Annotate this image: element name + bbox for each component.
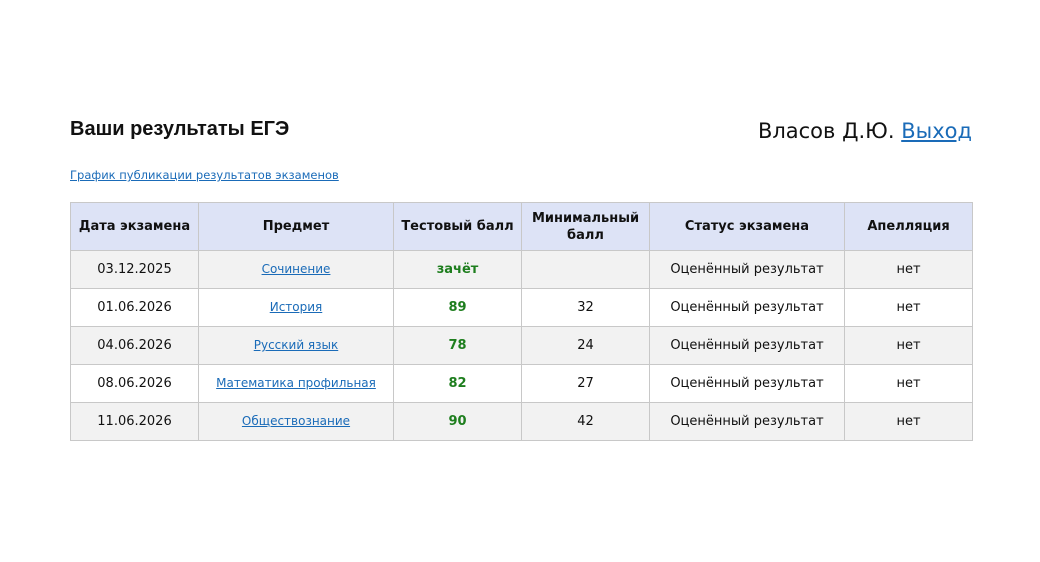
logout-link[interactable]: Выход — [901, 119, 972, 143]
subject-link[interactable]: Математика профильная — [216, 376, 376, 390]
table-cell: Сочинение — [198, 250, 394, 289]
page-title: Ваши результаты ЕГЭ — [70, 118, 290, 140]
table-cell: Русский язык — [198, 326, 394, 365]
column-header: Дата экзамена — [70, 202, 199, 251]
table-cell: 42 — [521, 402, 650, 441]
table-cell: 24 — [521, 326, 650, 365]
table-cell: нет — [844, 326, 973, 365]
table-cell: 89 — [393, 288, 522, 327]
table-cell: 32 — [521, 288, 650, 327]
column-header: Апелляция — [844, 202, 973, 251]
table-body: 03.12.2025 Сочинение зачёт Оценённый резуль… — [70, 250, 973, 441]
table-row: 11.06.2026 Обществознание 90 42 Оценённый ре… — [70, 402, 973, 441]
table-row: 08.06.2026 Математика профильная 82 27 Оценё… — [70, 364, 973, 403]
table-cell: 27 — [521, 364, 650, 403]
table-cell — [521, 250, 650, 289]
table-cell: История — [198, 288, 394, 327]
table-cell: 01.06.2026 — [70, 288, 199, 327]
table-cell: Оценённый результат — [649, 364, 845, 403]
table-cell: 11.06.2026 — [70, 402, 199, 441]
table-row: 01.06.2026 История 89 32 Оценённый результат… — [70, 288, 973, 327]
subject-link[interactable]: Русский язык — [253, 338, 339, 352]
table-cell: Обществознание — [198, 402, 394, 441]
table-cell: 03.12.2025 — [70, 250, 199, 289]
results-table: Дата экзамена Предмет Тестовый балл Минимал… — [70, 202, 973, 441]
table-cell: нет — [844, 402, 973, 441]
table-cell: зачёт — [393, 250, 522, 289]
table-cell: Оценённый результат — [649, 250, 845, 289]
column-header: Тестовый балл — [393, 202, 522, 251]
table-cell: нет — [844, 250, 973, 289]
table-cell: Оценённый результат — [649, 402, 845, 441]
table-cell: нет — [844, 364, 973, 403]
column-header: Минимальный балл — [521, 202, 650, 251]
user-box: Власов Д.Ю. Выход — [758, 119, 972, 143]
table-cell: 82 — [393, 364, 522, 403]
column-header: Предмет — [198, 202, 394, 251]
table-cell: Оценённый результат — [649, 326, 845, 365]
table-cell: 08.06.2026 — [70, 364, 199, 403]
subject-link[interactable]: Обществознание — [241, 414, 351, 428]
column-header: Статус экзамена — [649, 202, 845, 251]
user-name: Власов Д.Ю. — [757, 119, 895, 143]
subject-link[interactable]: Сочинение — [261, 262, 331, 276]
subject-link[interactable]: История — [269, 300, 323, 314]
table-cell: нет — [844, 288, 973, 327]
schedule-link[interactable]: График публикации результатов экзаменов — [70, 168, 339, 182]
table-row: 03.12.2025 Сочинение зачёт Оценённый резуль… — [70, 250, 973, 289]
table-cell: Оценённый результат — [649, 288, 845, 327]
header-row: Дата экзамена Предмет Тестовый балл Минимал… — [70, 202, 973, 251]
table-cell: Математика профильная — [198, 364, 394, 403]
table-cell: 78 — [393, 326, 522, 365]
table-cell: 04.06.2026 — [70, 326, 199, 365]
table-cell: 90 — [393, 402, 522, 441]
table-row: 04.06.2026 Русский язык 78 24 Оценённый резу… — [70, 326, 973, 365]
